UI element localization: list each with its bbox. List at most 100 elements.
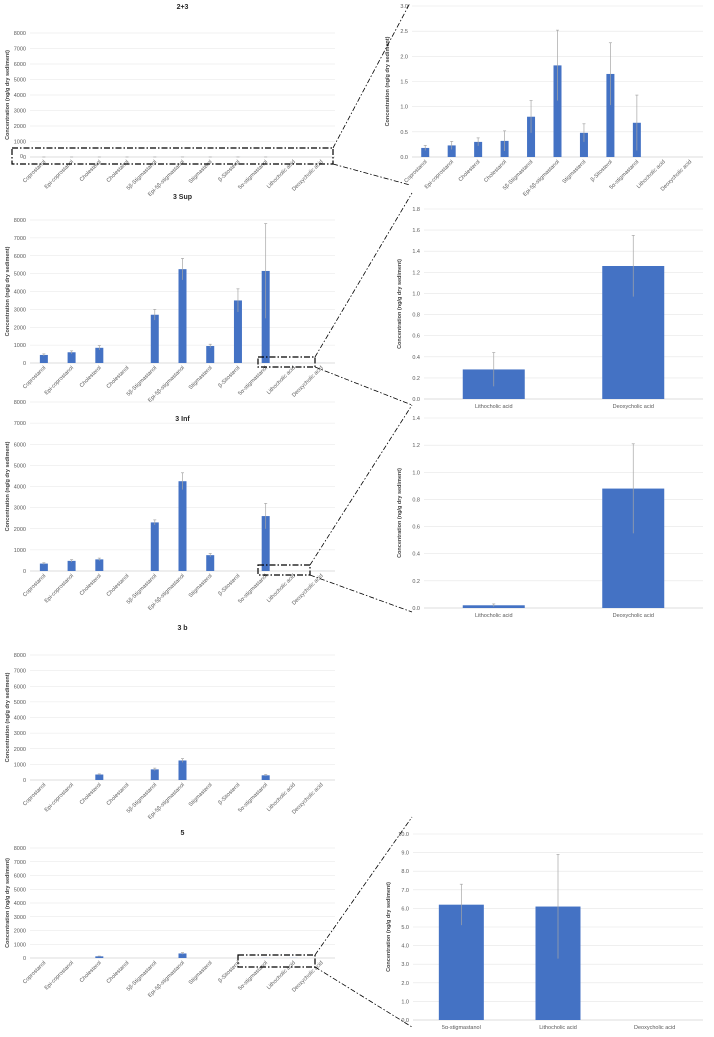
y-axis-label: Concentration (ng/g dry sediment): [5, 246, 11, 336]
y-tick-label: 5000: [14, 78, 26, 84]
y-tick-label: 2.0: [400, 54, 408, 60]
x-tick-label: Deoxycholic acid: [291, 573, 324, 606]
chart-title: 5: [181, 830, 185, 837]
y-tick-label: 0.2: [412, 376, 420, 382]
x-tick-label: Cholesterol: [79, 960, 103, 984]
x-tick-label: Epi-coprostanol: [44, 960, 75, 991]
y-tick-label: 0.5: [400, 130, 408, 136]
chart-main-3-sup: 0 1000 2000 3000 4000 5000 6000 7000 8000 Concent…: [5, 194, 335, 404]
x-tick-label: Cholestanol: [106, 573, 131, 598]
y-tick-label: 1000: [14, 548, 26, 554]
chart-zoom-3-sup: 0.0 0.2 0.4 0.6 0.8 1.0 1.2 1.4 1.6 1.8 Concentrat…: [397, 207, 703, 410]
y-tick-label: 1.8: [412, 207, 420, 213]
y-tick-label: 0: [23, 361, 26, 367]
x-tick-label: Stigmasterol: [188, 960, 214, 986]
y-tick-label: 6000: [14, 442, 26, 448]
y-tick-label: 0: [23, 155, 26, 161]
y-axis-label: Concentration (ng/g dry sediment): [5, 50, 11, 140]
zoom-connector: [314, 816, 413, 956]
y-tick-label: 5000: [14, 272, 26, 278]
bar: [261, 516, 270, 571]
x-tick-label: Lithocholic acid: [266, 365, 297, 396]
y-tick-label: 8.0: [401, 869, 409, 875]
x-tick-label: Coprostanol: [22, 782, 47, 807]
x-tick-label: Cholesterol: [79, 365, 103, 389]
zoom-box: [257, 356, 316, 368]
x-tick-label: Coprostanol: [22, 365, 47, 390]
zoom-connector: [332, 2, 411, 149]
chart-panels: 0 1000 2000 3000 4000 5000 6000 7000 8000 Concent…: [5, 4, 703, 1031]
y-tick-label: 0.4: [412, 552, 420, 558]
zoom-connector: [314, 966, 413, 1028]
bar: [606, 73, 615, 157]
zoom-connector: [314, 366, 413, 406]
bar: [233, 300, 242, 363]
y-tick-label: 1.2: [412, 270, 420, 276]
x-tick-label: 5α-stigmastanol: [237, 365, 269, 397]
y-tick-label: 8000: [14, 653, 26, 659]
y-axis-label: Concentration (ng/g dry sediment): [397, 468, 403, 558]
y-tick-label: 0.0: [412, 397, 420, 403]
x-tick-label: β-Sitosterol: [217, 159, 241, 183]
bar: [447, 145, 456, 157]
y-tick-label: 1.0: [400, 105, 408, 111]
chart-title: 3 Inf: [175, 416, 190, 423]
y-tick-label: 2.5: [400, 29, 408, 35]
y-tick-label: 6000: [14, 254, 26, 260]
bar: [150, 314, 159, 363]
x-tick-label: Stigmasterol: [188, 365, 214, 391]
chart-title: 3 Sup: [173, 194, 192, 201]
bar: [206, 346, 215, 363]
bar: [206, 555, 215, 571]
y-tick-label: 1.0: [401, 999, 409, 1005]
bar: [150, 769, 159, 780]
x-tick-label: Cholestanol: [483, 159, 508, 184]
zoom-box: [11, 147, 334, 165]
x-tick-label: Epi-coprostanol: [44, 573, 75, 604]
bar: [178, 481, 187, 571]
y-tick-label: 1000: [14, 343, 26, 349]
y-tick-label: 5.0: [401, 925, 409, 931]
x-tick-label: Stigmasterol: [188, 159, 214, 185]
bar: [39, 563, 48, 571]
y-tick-label: 1.4: [412, 416, 420, 422]
x-tick-label: Coprostanol: [403, 159, 428, 184]
x-tick-label: Epi-coprostanol: [424, 159, 455, 190]
chart-zoom-2-3: 0.0 0.5 1.0 1.5 2.0 2.5 3.0 Concentration (ng/g…: [385, 4, 703, 198]
x-tick-label: Lithocholic acid: [475, 613, 513, 619]
zoom-box: [237, 954, 316, 968]
x-tick-label: Lithocholic acid: [266, 960, 297, 991]
chart-zoom-3-inf: 0.0 0.2 0.4 0.6 0.8 1.0 1.2 1.4 Concentration (n…: [397, 416, 703, 619]
x-tick-label: Stigmasterol: [562, 159, 588, 185]
y-tick-label: 1000: [14, 140, 26, 146]
y-tick-label: 4000: [14, 290, 26, 296]
zoom-connector: [332, 163, 411, 186]
chart-main-2-3: 0 1000 2000 3000 4000 5000 6000 7000 8000 Concent…: [5, 4, 335, 198]
chart-main-3-inf: 0 1000 2000 3000 4000 5000 6000 7000 8000 Concent…: [5, 400, 335, 612]
y-tick-label: 2000: [14, 929, 26, 935]
y-tick-label: 0.8: [412, 313, 420, 319]
bar: [527, 116, 536, 157]
y-tick-label: 8000: [14, 31, 26, 37]
x-tick-label: Lithocholic acid: [475, 404, 513, 410]
x-tick-label: Stigmasterol: [188, 782, 214, 808]
bar: [178, 760, 187, 780]
y-tick-label: 1.0: [412, 470, 420, 476]
y-tick-label: 0.2: [412, 579, 420, 585]
y-tick-label: 7000: [14, 669, 26, 675]
y-tick-label: 3000: [14, 915, 26, 921]
x-tick-label: 5α-stigmastanol: [237, 573, 269, 605]
x-tick-label: Cholestanol: [106, 960, 131, 985]
x-tick-label: Epi-coprostanol: [44, 365, 75, 396]
y-tick-label: 0.0: [412, 606, 420, 612]
y-tick-label: 4000: [14, 485, 26, 491]
x-tick-label: Lithocholic acid: [539, 1025, 577, 1031]
y-tick-label: 1.6: [412, 228, 420, 234]
bar: [95, 956, 104, 958]
bar: [67, 560, 76, 571]
bar: [421, 147, 430, 157]
y-tick-label: 1000: [14, 762, 26, 768]
y-tick-label: 1.2: [412, 443, 420, 449]
bar: [95, 347, 104, 363]
y-tick-label: 4000: [14, 901, 26, 907]
